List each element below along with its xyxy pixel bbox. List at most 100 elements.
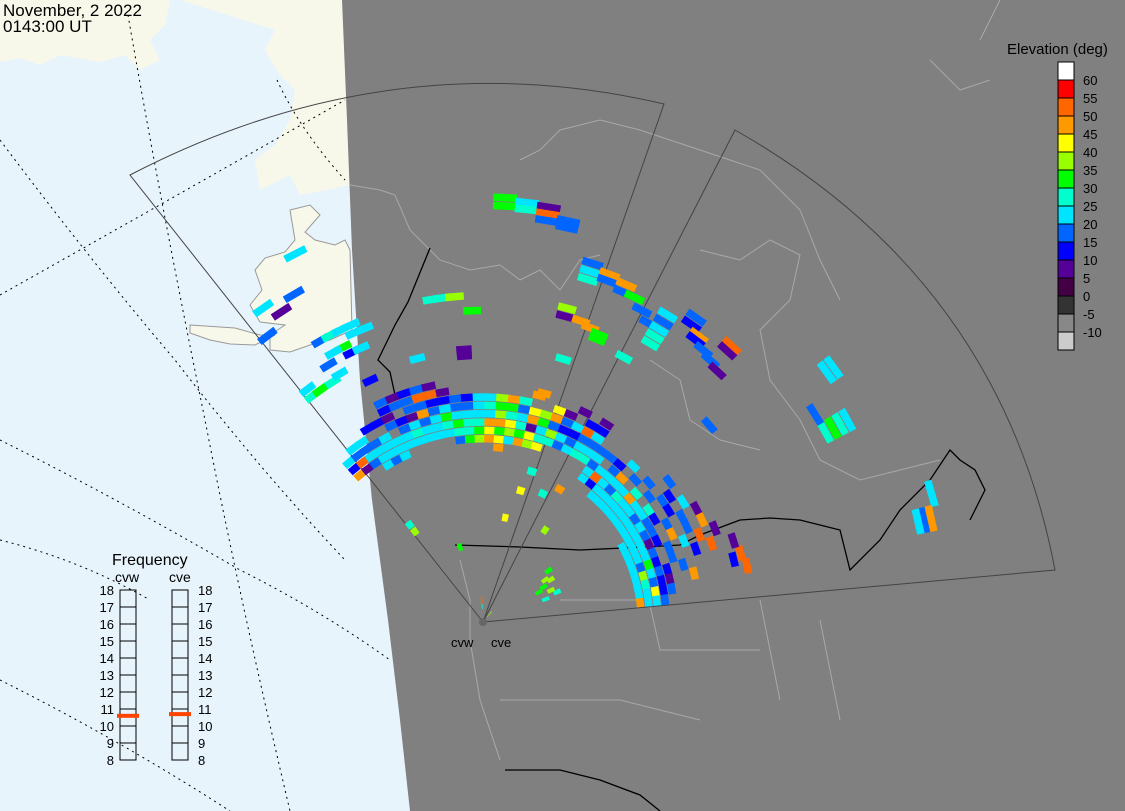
- scatter-cell: [573, 441, 587, 454]
- legend-color-box: [1057, 97, 1075, 117]
- scatter-cell: [421, 424, 435, 435]
- scatter-cell: [404, 519, 415, 530]
- scatter-cell: [376, 404, 392, 417]
- scatter-cell: [741, 557, 753, 574]
- scatter-cell: [651, 534, 663, 548]
- scatter-cell: [621, 549, 632, 561]
- scatter-cell: [404, 438, 418, 450]
- scatter-cell: [650, 586, 660, 597]
- scatter-cell: [373, 444, 387, 457]
- scatter-cell: [474, 426, 486, 435]
- scatter-cell: [676, 494, 690, 510]
- legend-color-box: [1057, 259, 1075, 279]
- scatter-cell: [539, 409, 554, 421]
- scatter-cell: [628, 545, 640, 558]
- scatter-cell: [377, 451, 391, 464]
- scatter-cell: [656, 574, 667, 587]
- scatter-cell: [452, 419, 465, 428]
- legend-color-box: [1057, 79, 1075, 99]
- scatter-cell: [594, 424, 610, 438]
- graticule: [0, 14, 391, 811]
- scatter-cell: [463, 426, 476, 435]
- scatter-cell: [806, 403, 825, 426]
- scatter-cell: [493, 443, 504, 452]
- scatter-cell: [361, 373, 379, 387]
- scatter-cell: [495, 402, 509, 411]
- legend-tick-label: 15: [1083, 235, 1097, 250]
- scatter-cell: [622, 517, 634, 531]
- legend-title: Elevation (deg): [1007, 41, 1108, 58]
- freq-radar-label-cve: cve: [169, 569, 191, 585]
- frequency-scale-label: 14: [198, 651, 212, 666]
- scatter-cell: [734, 544, 747, 562]
- legend-color-box: [1057, 313, 1075, 333]
- scatter-cell: [532, 390, 547, 401]
- legend-tick-label: 35: [1083, 163, 1097, 178]
- frequency-title: Frequency: [112, 552, 188, 569]
- scatter-cell: [519, 396, 533, 407]
- scatter-cell: [474, 434, 485, 443]
- scatter-cell: [496, 393, 510, 403]
- scatter-cell: [658, 584, 669, 596]
- scatter-cell: [662, 540, 674, 554]
- scatter-cell: [623, 505, 636, 518]
- scatter-cell: [643, 538, 655, 551]
- scatter-cell: [664, 572, 675, 585]
- scatter-cell: [689, 566, 700, 580]
- scatter-cell: [577, 272, 599, 286]
- scatter-cell: [361, 462, 375, 476]
- scatter-cell: [721, 336, 742, 356]
- scatter-cell: [584, 418, 600, 432]
- scatter-cell: [665, 527, 678, 541]
- scatter-cell: [648, 512, 661, 526]
- scatter-cell: [693, 527, 706, 542]
- legend-color-box: [1057, 169, 1075, 189]
- scatter-cell: [635, 562, 646, 574]
- scatter-cell: [401, 431, 415, 443]
- scatter-cell: [918, 506, 932, 534]
- frequency-scale-label: 13: [198, 668, 212, 683]
- radar-site-marker: [479, 618, 487, 626]
- scatter-cell: [607, 464, 621, 478]
- frequency-scale-label: 9: [107, 736, 114, 751]
- scatter-cell: [717, 341, 738, 361]
- scatter-cell: [347, 462, 362, 476]
- scatter-cell: [484, 401, 497, 410]
- elevation-legend: Elevation (deg) 605550454035302520151050…: [1007, 41, 1108, 351]
- scatter-cell: [515, 421, 528, 431]
- scatter-cell: [528, 406, 543, 417]
- scatter-cell: [620, 530, 632, 543]
- scatter-cell: [680, 519, 693, 535]
- scatter-cell: [660, 594, 670, 606]
- legend-color-box: [1057, 133, 1075, 153]
- scatter-cell: [402, 403, 417, 415]
- scatter-cell: [552, 404, 568, 417]
- scatter-cell: [311, 382, 330, 398]
- scatter-cell: [282, 285, 305, 303]
- scatter-cell: [656, 493, 670, 508]
- scatter-cell: [667, 582, 677, 595]
- scatter-cell: [544, 566, 554, 575]
- legend-color-box: [1057, 205, 1075, 225]
- scatter-cell: [382, 439, 396, 452]
- scatter-cell: [427, 405, 441, 416]
- scatter-cell: [552, 588, 562, 596]
- scatter-cell: [689, 500, 703, 517]
- scatter-cell: [525, 423, 538, 433]
- scatter-cell: [627, 564, 638, 576]
- scatter-cell: [728, 551, 739, 568]
- time-label: 0143:00 UT: [3, 17, 92, 36]
- scatter-cell: [257, 326, 278, 345]
- scatter-cell: [380, 412, 396, 425]
- scatter-cell: [481, 596, 483, 605]
- scatter-cell: [382, 459, 395, 471]
- scatter-cell: [630, 572, 640, 584]
- scatter-cell: [492, 201, 517, 211]
- frequency-scale-label: 16: [100, 617, 114, 632]
- scatter-cell: [642, 587, 652, 599]
- scatter-cell: [513, 429, 526, 439]
- scatter-cell: [652, 313, 674, 331]
- legend-color-box: [1057, 331, 1075, 351]
